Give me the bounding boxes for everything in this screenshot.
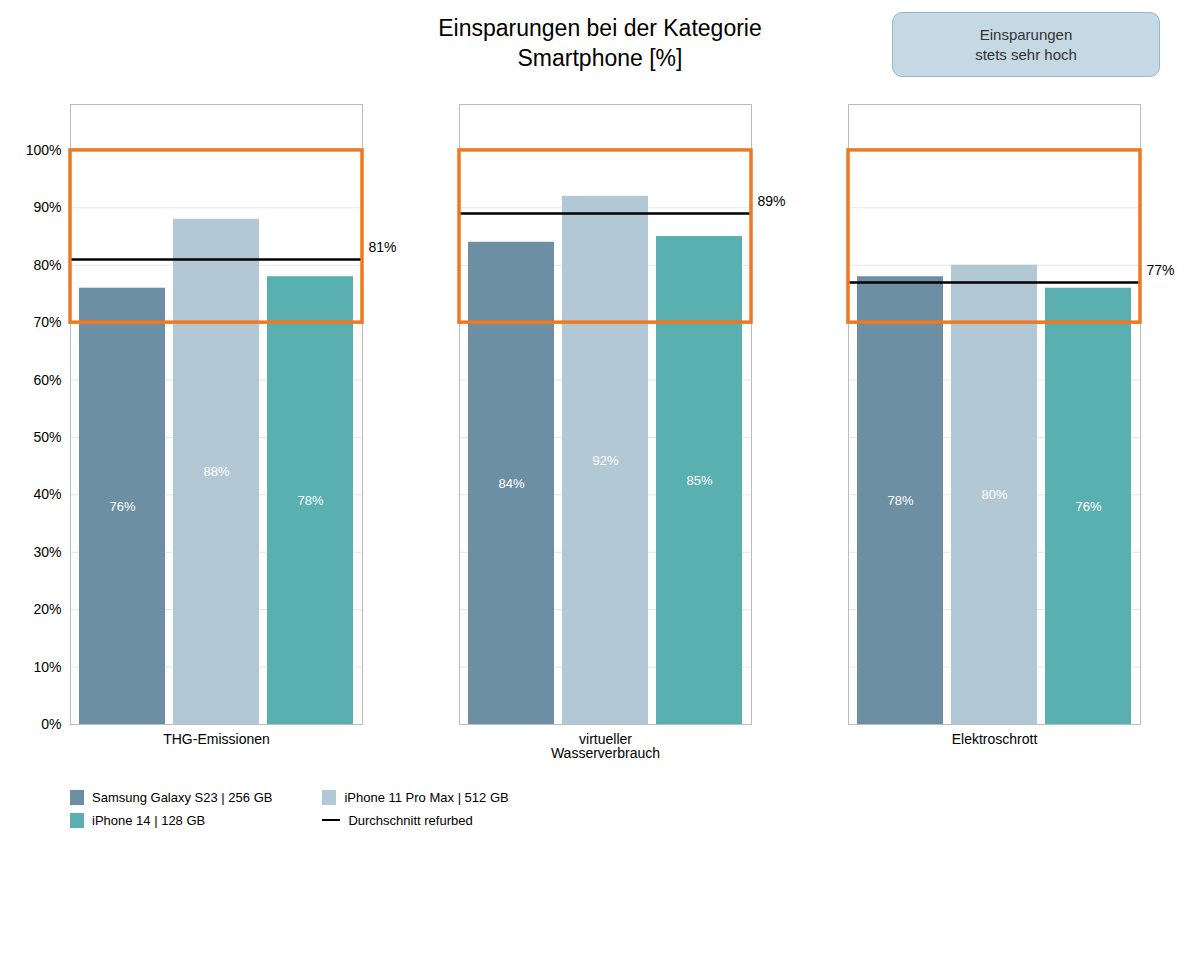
svg-text:80%: 80%	[33, 257, 61, 273]
html-text:Samsung Galaxy S23 | 256 GB: Samsung Galaxy S23 | 256 GB	[92, 789, 273, 805]
svg-text:0%: 0%	[41, 716, 61, 732]
html-text:Durchschnitt refurbed: Durchschnitt refurbed	[348, 812, 473, 828]
svg-text:78%: 78%	[297, 493, 323, 508]
svg-text:89%: 89%	[758, 193, 786, 209]
svg-text:Elektroschrott: Elektroschrott	[952, 731, 1038, 747]
svg-text:90%: 90%	[33, 199, 61, 215]
svg-text:60%: 60%	[33, 371, 61, 387]
svg-text:20%: 20%	[33, 601, 61, 617]
html-text:iPhone 14 | 128 GB: iPhone 14 | 128 GB	[92, 812, 206, 828]
svg-text:THG-Emissionen: THG-Emissionen	[163, 731, 270, 747]
svg-text:84%: 84%	[498, 475, 524, 490]
svg-text:92%: 92%	[592, 452, 618, 467]
svg-text:30%: 30%	[33, 544, 61, 560]
html-text:Einsparungen bei der Kategorie: Einsparungen bei der Kategorie Smartphon…	[438, 15, 762, 71]
svg-text:85%: 85%	[686, 472, 712, 487]
svg-text:78%: 78%	[887, 493, 913, 508]
html-text:Einsparungen stets sehr hoch: Einsparungen stets sehr hoch	[975, 26, 1077, 63]
svg-text:virtuellerWasserverbrauch: virtuellerWasserverbrauch	[551, 731, 660, 761]
svg-text:88%: 88%	[203, 464, 229, 479]
svg-text:76%: 76%	[109, 498, 135, 513]
html-text:iPhone 11 Pro Max | 512 GB: iPhone 11 Pro Max | 512 GB	[344, 789, 509, 805]
svg-text:77%: 77%	[1147, 262, 1175, 278]
svg-text:50%: 50%	[33, 429, 61, 445]
svg-text:100%: 100%	[26, 142, 62, 158]
svg-text:10%: 10%	[33, 658, 61, 674]
svg-text:40%: 40%	[33, 486, 61, 502]
svg-text:70%: 70%	[33, 314, 61, 330]
svg-text:81%: 81%	[369, 239, 397, 255]
svg-text:76%: 76%	[1075, 498, 1101, 513]
svg-text:80%: 80%	[981, 487, 1007, 502]
